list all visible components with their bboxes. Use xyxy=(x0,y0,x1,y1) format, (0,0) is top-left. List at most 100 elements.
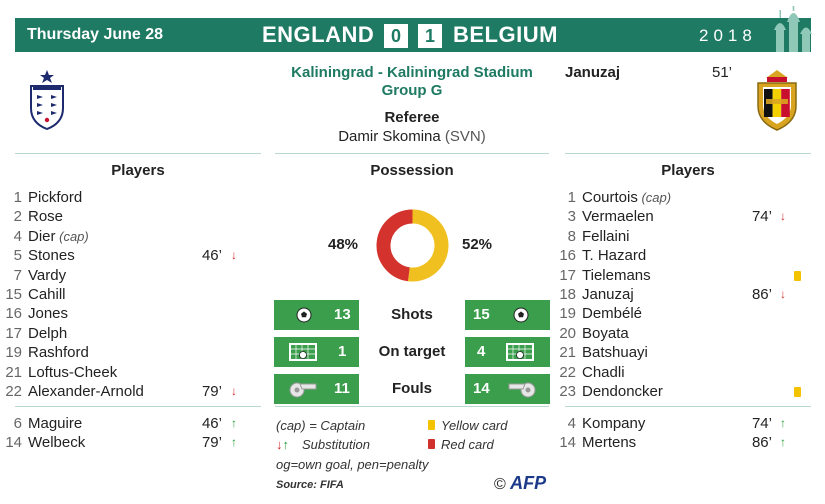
referee-line: Damir Skomina (SVN) xyxy=(272,127,552,146)
player-name: Tielemans xyxy=(582,266,651,284)
player-name: Mertens xyxy=(582,434,637,452)
home-fouls: 11 xyxy=(334,380,350,397)
away-shots: 15 xyxy=(473,306,490,323)
player-number: 17 xyxy=(559,266,576,284)
possession-title: Possession xyxy=(370,162,454,179)
player-number: 1 xyxy=(13,189,22,206)
substitution-minute: 79’ xyxy=(201,434,222,452)
player-row: 16 Jones xyxy=(2,304,244,323)
player-name: Chadli xyxy=(582,363,625,381)
captain-tag: (cap) xyxy=(55,228,89,244)
england-crest-icon xyxy=(30,70,64,130)
legend-substitution: Substitution xyxy=(302,437,370,452)
player-name: Batshuayi xyxy=(582,344,648,362)
substitution-minute: 86’ xyxy=(751,434,772,452)
player-number: 16 xyxy=(5,305,22,323)
whistle-icon xyxy=(289,382,317,398)
player-name: Kompany xyxy=(582,415,646,432)
afp-wordmark: AFP xyxy=(510,473,547,493)
away-on-target: 4 xyxy=(477,343,486,360)
player-number: 23 xyxy=(559,382,576,400)
player-row: 19 Rashford xyxy=(2,343,244,362)
red-card-icon xyxy=(428,439,435,449)
player-row: 21 Loftus-Cheek xyxy=(2,363,244,382)
player-name: Vermaelen xyxy=(582,208,654,226)
player-number: 14 xyxy=(559,434,576,452)
player-name: Boyata xyxy=(582,324,629,342)
player-row: 17 Tielemans xyxy=(556,266,808,285)
player-name: Rose xyxy=(28,208,64,226)
player-name: Jones xyxy=(28,305,69,323)
divider xyxy=(565,406,811,407)
sub-in-icon: ↑ xyxy=(231,435,237,450)
soccer-ball-icon xyxy=(296,307,312,323)
player-number: 16 xyxy=(559,247,576,265)
goal-net-icon xyxy=(506,343,534,361)
home-possession: 48% xyxy=(328,236,359,253)
player-row: 3 Vermaelen 74’ ↓ xyxy=(556,207,808,226)
legend-own-goal-penalty: og=own goal, pen=penalty xyxy=(276,457,429,472)
divider xyxy=(15,153,261,154)
player-row: 1 Courtois (cap) xyxy=(556,188,808,207)
player-number: 17 xyxy=(5,324,22,342)
player-name: Dendoncker xyxy=(582,382,663,400)
home-players-title: Players xyxy=(111,162,165,179)
player-row: 15 Cahill xyxy=(2,285,244,304)
on-target-label: On target xyxy=(378,343,446,360)
home-stat-box: 11 xyxy=(274,374,359,404)
stadium-name: Kaliningrad - Kaliningrad Stadium xyxy=(291,64,533,81)
stat-row-on-target: 1 On target 4 xyxy=(274,337,550,367)
player-number: 21 xyxy=(559,344,576,362)
substitution-arrows-icon: ↓↑ xyxy=(276,437,289,452)
player-number: 5 xyxy=(13,247,22,265)
player-number: 8 xyxy=(567,227,576,245)
player-name: Dembélé xyxy=(582,305,643,323)
divider xyxy=(565,153,811,154)
player-row: 2 Rose xyxy=(2,207,244,226)
possession-home-arc xyxy=(376,209,413,282)
away-substitutes: 4 Kompany 74’ ↑ 14 Mertens 86’ ↑ xyxy=(556,414,808,453)
divider xyxy=(275,406,549,407)
player-row: 21 Batshuayi xyxy=(556,343,808,362)
home-lineup: 1 Pickford 2 Rose 4 Dier (cap) 5 Stones 46’ ↓ 7 Var… xyxy=(2,188,244,401)
legend-red-card: Red card xyxy=(441,437,494,452)
group-name: Group G xyxy=(381,82,443,99)
sub-in-icon: ↑ xyxy=(780,416,786,430)
player-number: 19 xyxy=(559,305,576,323)
player-row: 5 Stones 46’ ↓ xyxy=(2,246,244,265)
substitution-minute: 46’ xyxy=(201,247,222,265)
referee-name: Damir Skomina xyxy=(338,128,441,145)
source-note: Source: FIFA xyxy=(276,479,344,491)
yellow-card-icon xyxy=(794,270,801,281)
player-name: Vardy xyxy=(28,266,67,284)
player-row: 22 Chadli xyxy=(556,363,808,382)
match-date: Thursday June 28 xyxy=(27,26,164,43)
player-number: 22 xyxy=(5,382,22,400)
away-possession: 52% xyxy=(462,236,493,253)
player-row: 4 Dier (cap) xyxy=(2,227,244,246)
shots-label: Shots xyxy=(391,306,433,323)
goal-scorer: Januzaj xyxy=(565,64,621,81)
player-number: 15 xyxy=(5,285,22,303)
player-name: Welbeck xyxy=(28,434,86,452)
away-lineup: 1 Courtois (cap) 3 Vermaelen 74’ ↓ 8 Fellaini 16… xyxy=(556,188,808,401)
player-row: 23 Dendoncker xyxy=(556,382,808,401)
sub-out-icon: ↓ xyxy=(231,383,237,398)
afp-logo: © AFP xyxy=(494,473,546,494)
player-number: 6 xyxy=(13,415,22,432)
player-name: Pickford xyxy=(28,189,83,206)
fouls-label: Fouls xyxy=(392,380,432,397)
player-number: 7 xyxy=(13,266,22,284)
goal-net-icon xyxy=(289,343,317,361)
player-number: 3 xyxy=(567,208,576,226)
player-number: 2 xyxy=(13,208,22,226)
player-row: 17 Delph xyxy=(2,324,244,343)
goal-minute: 51’ xyxy=(712,64,733,81)
player-name: Rashford xyxy=(28,344,89,362)
divider xyxy=(275,153,549,154)
home-on-target: 1 xyxy=(338,343,347,360)
substitution-minute: 46’ xyxy=(201,415,222,432)
player-number: 1 xyxy=(567,189,576,206)
player-name: Fellaini xyxy=(582,227,630,245)
player-number: 4 xyxy=(567,415,576,432)
